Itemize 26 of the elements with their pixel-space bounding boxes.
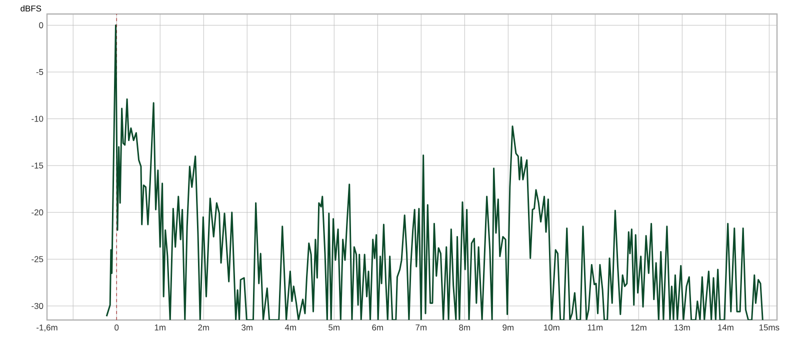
- y-tick-label: -20: [32, 209, 44, 216]
- x-tick-label: 12m: [631, 324, 646, 330]
- y-tick-label: -5: [36, 69, 44, 75]
- x-tick-label: 15ms: [759, 324, 780, 330]
- x-tick-label: 3m: [242, 324, 252, 331]
- line-series: [106, 24, 764, 320]
- x-tick-label: 7m: [416, 324, 426, 330]
- x-tick-label: 1m: [154, 324, 166, 330]
- x-tick-label: 0: [114, 324, 119, 331]
- x-tick-label: 14m: [718, 324, 734, 330]
- x-tick-label: 4m: [284, 324, 296, 330]
- y-tick-label: -15: [32, 162, 44, 169]
- x-tick-label: 5m: [328, 324, 340, 330]
- y-tick-label: -25: [32, 256, 44, 262]
- x-tick-label: 2m: [198, 324, 209, 330]
- x-tick-label: 6m: [372, 324, 383, 331]
- y-tick-label: -10: [32, 116, 44, 122]
- y-tick-label: 0: [39, 22, 44, 28]
- y-axis-title: dBFS: [20, 5, 42, 12]
- x-tick-label: 8m: [459, 324, 470, 331]
- x-tick-label: 10m: [544, 324, 560, 331]
- x-tick-label: 9m: [502, 324, 514, 331]
- x-tick-label: 11m: [588, 324, 603, 330]
- y-tick-label: -30: [32, 302, 44, 309]
- x-tick-label: -1,6m: [36, 324, 58, 332]
- x-tick-label: 13m: [674, 324, 690, 331]
